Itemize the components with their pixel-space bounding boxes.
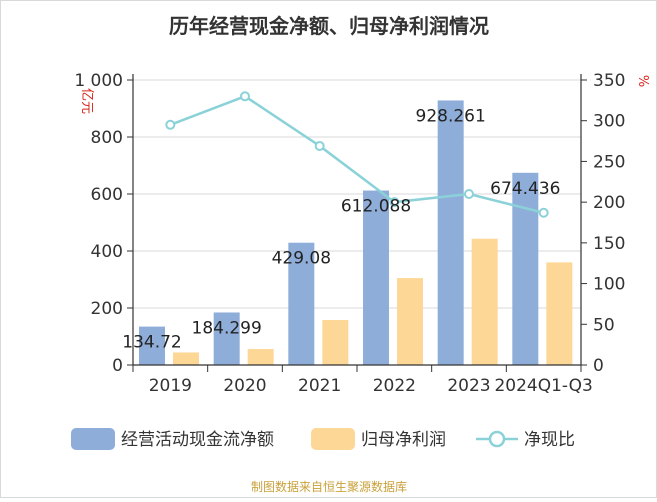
x-tick-label: 2021 bbox=[298, 376, 341, 396]
data-label-cashflow: 674.436 bbox=[490, 179, 560, 199]
data-label-cashflow: 134.72 bbox=[122, 333, 181, 353]
bars bbox=[139, 100, 573, 365]
ratio-line bbox=[165, 91, 549, 218]
left-tick-label: 0 bbox=[112, 356, 123, 376]
bar-cashflow bbox=[213, 312, 240, 365]
right-tick-label: 200 bbox=[593, 193, 625, 213]
legend-label-cashflow: 经营活动现金流净额 bbox=[121, 430, 274, 450]
right-axis-ticks: 0 50 100 150 200 250 300 350 bbox=[581, 71, 625, 376]
right-axis-unit: % bbox=[635, 75, 650, 87]
ratio-point bbox=[240, 91, 250, 102]
chart-title: 历年经营现金净额、归母净利润情况 bbox=[169, 14, 489, 38]
x-tick-label: 2023 bbox=[447, 376, 490, 396]
data-labels: 134.72 184.299 429.08 612.088 928.261 674.436 bbox=[122, 106, 560, 352]
bar-profit bbox=[471, 238, 498, 365]
bar-profit bbox=[397, 278, 423, 365]
right-tick-label: 50 bbox=[593, 315, 615, 335]
data-label-cashflow: 429.08 bbox=[272, 249, 331, 269]
axes bbox=[132, 74, 582, 372]
data-label-cashflow: 928.261 bbox=[416, 106, 486, 126]
x-tick-label: 2020 bbox=[223, 376, 266, 396]
x-axis-labels: 2019 2020 2021 2022 2023 2024Q1-Q3 bbox=[149, 376, 593, 396]
x-tick-label: 2022 bbox=[373, 376, 416, 396]
left-tick-label: 200 bbox=[91, 299, 123, 319]
bar-cashflow bbox=[139, 326, 165, 365]
bar-cashflow bbox=[437, 100, 464, 365]
bar-cashflow bbox=[512, 172, 539, 365]
ratio-point bbox=[464, 189, 474, 199]
right-tick-label: 350 bbox=[593, 71, 625, 91]
ratio-point bbox=[389, 197, 400, 208]
ratio-series-line bbox=[169, 94, 544, 214]
ratio-point bbox=[538, 207, 549, 218]
ratio-point bbox=[314, 140, 325, 151]
data-label-cashflow: 184.299 bbox=[192, 318, 262, 338]
right-tick-label: 300 bbox=[593, 112, 625, 132]
left-tick-label: 1 000 bbox=[74, 71, 123, 91]
left-axis-ticks: 0 200 400 600 800 1 000 bbox=[74, 71, 133, 376]
bar-profit bbox=[322, 319, 349, 365]
right-tick-label: 250 bbox=[593, 152, 625, 172]
right-tick-label: 0 bbox=[593, 356, 604, 376]
legend: 经营活动现金流净额 归母净利润 净现比 bbox=[71, 428, 575, 450]
bar-profit bbox=[546, 262, 573, 365]
bar-cashflow bbox=[288, 242, 315, 365]
bar-profit bbox=[247, 349, 274, 365]
right-tick-label: 150 bbox=[593, 234, 625, 254]
legend-swatch-cashflow bbox=[71, 428, 115, 450]
bar-cashflow bbox=[363, 190, 389, 365]
data-label-cashflow: 612.088 bbox=[341, 197, 411, 217]
x-tick-label: 2019 bbox=[149, 376, 192, 396]
x-tick-label: 2024Q1-Q3 bbox=[494, 376, 592, 396]
legend-swatch-profit bbox=[311, 428, 355, 450]
right-tick-label: 100 bbox=[593, 275, 625, 295]
left-tick-label: 600 bbox=[91, 185, 123, 205]
legend-label-ratio: 净现比 bbox=[524, 430, 575, 450]
source-note: 制图数据来自恒生聚源数据库 bbox=[251, 479, 407, 494]
left-tick-label: 800 bbox=[91, 128, 123, 148]
left-axis-unit: 亿元 bbox=[79, 88, 94, 114]
grid-lines bbox=[133, 79, 581, 309]
bar-profit bbox=[173, 352, 199, 365]
legend-label-profit: 归母净利润 bbox=[361, 430, 446, 450]
left-tick-label: 400 bbox=[91, 242, 123, 262]
legend-marker-ratio bbox=[488, 430, 506, 448]
ratio-point bbox=[165, 119, 176, 130]
